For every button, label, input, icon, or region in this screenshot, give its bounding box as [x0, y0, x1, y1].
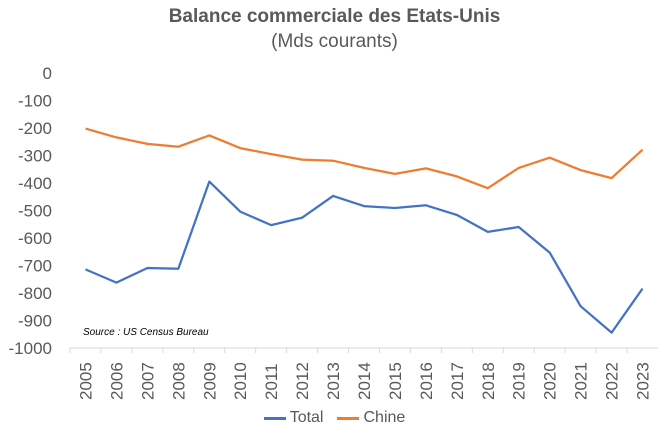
y-axis: 0 -100 -200 -300 -400 -500 -600 -700 -800 -900 -10… [9, 64, 52, 358]
legend-label-chine: Chine [363, 409, 406, 426]
x-tick-label: 2015 [386, 362, 405, 400]
x-tick-label: 2018 [479, 362, 498, 400]
x-tick-label: 2022 [603, 362, 622, 400]
x-tick-label: 2013 [324, 362, 343, 400]
y-tick-label: -600 [18, 229, 52, 248]
source-note: Source : US Census Bureau [83, 327, 209, 338]
legend-label-total: Total [289, 409, 324, 426]
x-tick-label: 2019 [510, 362, 529, 400]
y-tick-label: -800 [18, 284, 52, 303]
x-tick-label: 2020 [541, 362, 560, 400]
x-tick-label: 2014 [355, 362, 374, 400]
legend: Total Chine [0, 409, 669, 427]
series-line-total [85, 180, 644, 334]
series-lines [85, 127, 644, 334]
series-line-chine [85, 127, 644, 190]
x-tick-label: 2021 [572, 362, 591, 400]
chart-title: Balance commerciale des Etats-Unis [168, 6, 501, 27]
x-tick-label: 2016 [417, 362, 436, 400]
chart-subtitle: (Mds courants) [271, 31, 398, 52]
x-tick-label: 2012 [293, 362, 312, 400]
y-tick-label: -400 [18, 174, 52, 193]
y-tick-label: -1000 [9, 339, 52, 358]
x-tick-label: 2011 [262, 363, 281, 400]
x-tick-label: 2006 [107, 362, 126, 400]
y-tick-label: -700 [18, 257, 52, 276]
x-tick-label: 2009 [200, 362, 219, 400]
x-tick-label: 2005 [76, 362, 95, 400]
legend-swatch-total [263, 416, 286, 420]
y-tick-label: -500 [18, 202, 52, 221]
x-tick-label: 2010 [231, 362, 250, 400]
y-tick-label: -300 [18, 147, 52, 166]
legend-item-total: Total [263, 409, 324, 427]
legend-swatch-chine [337, 416, 360, 420]
x-tick-label: 2008 [169, 362, 188, 400]
y-tick-label: -900 [18, 312, 52, 331]
legend-item-chine: Chine [337, 409, 405, 427]
y-tick-label: -200 [18, 119, 52, 138]
x-axis: 2005 2006 2007 2008 2009 2010 2011 2012 2013 2014… [69, 348, 653, 400]
y-tick-label: -100 [18, 92, 52, 111]
x-tick-label: 2023 [634, 362, 653, 400]
x-tick-label: 2017 [448, 362, 467, 400]
x-tick-label: 2007 [138, 362, 157, 400]
y-tick-label: 0 [43, 64, 52, 83]
